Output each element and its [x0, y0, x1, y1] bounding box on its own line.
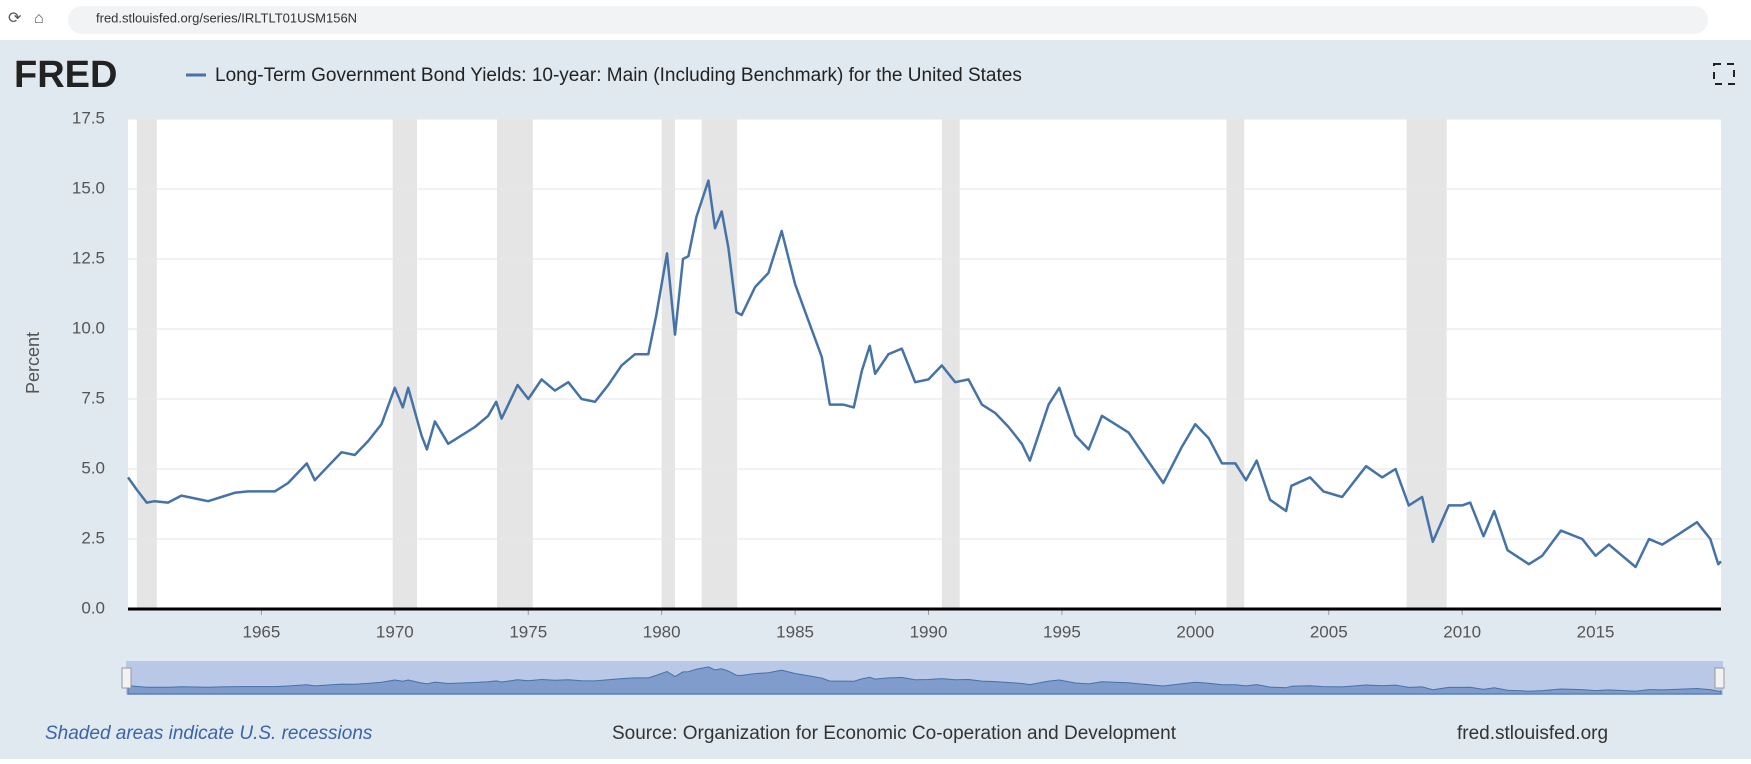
x-tick-label: 1965	[243, 622, 281, 641]
x-tick-label: 1990	[910, 622, 948, 641]
recession-band	[1406, 119, 1447, 609]
chart-title: Long-Term Government Bond Yields: 10-yea…	[215, 65, 1022, 86]
home-icon[interactable]: ⌂	[34, 10, 44, 27]
x-tick-label: 2000	[1176, 622, 1214, 641]
y-tick-label: 10.0	[72, 318, 105, 337]
x-tick-label: 1995	[1043, 622, 1081, 641]
logo: FRED	[14, 54, 117, 96]
y-tick-label: 15.0	[72, 178, 105, 197]
series-line	[126, 179, 1722, 569]
x-tick-label: 1980	[643, 622, 681, 641]
recession-band	[1226, 119, 1245, 609]
recession-band	[136, 119, 157, 609]
y-tick-label: 2.5	[81, 528, 105, 547]
recession-band	[661, 119, 676, 609]
fullscreen-button[interactable]	[1713, 63, 1735, 85]
navigator-handle	[1714, 667, 1725, 689]
reload-icon[interactable]: ⟳	[8, 10, 22, 27]
x-tick-label: 2005	[1310, 622, 1348, 641]
y-tick-label: 12.5	[72, 248, 105, 267]
recession-band	[497, 119, 533, 609]
recession-band	[941, 119, 960, 609]
x-tick-label: 2015	[1577, 622, 1615, 641]
y-tick-label: 7.5	[81, 388, 105, 407]
navigator-area	[127, 666, 1722, 695]
recession-band	[392, 119, 417, 609]
x-tick-label: 2010	[1443, 622, 1481, 641]
y-tick-label: 5.0	[81, 458, 105, 477]
y-tick-label: 17.5	[72, 108, 105, 127]
navigator-handle	[121, 667, 132, 689]
y-axis-title: Percent	[23, 332, 43, 394]
x-tick-label: 1975	[509, 622, 547, 641]
y-tick-label: 0.0	[81, 598, 105, 617]
x-tick-label: 1985	[776, 622, 814, 641]
address-bar[interactable]	[68, 6, 1708, 34]
source: Source: Organization for Economic Co-ope…	[612, 723, 1177, 744]
x-tick-label: 1970	[376, 622, 414, 641]
recession-note: Shaded areas indicate U.S. recessions	[45, 723, 373, 744]
site: fred.stlouisfed.org	[1457, 723, 1608, 744]
url: fred.stlouisfed.org/series/IRLTLT01USM15…	[96, 10, 357, 25]
recession-band	[701, 119, 738, 609]
